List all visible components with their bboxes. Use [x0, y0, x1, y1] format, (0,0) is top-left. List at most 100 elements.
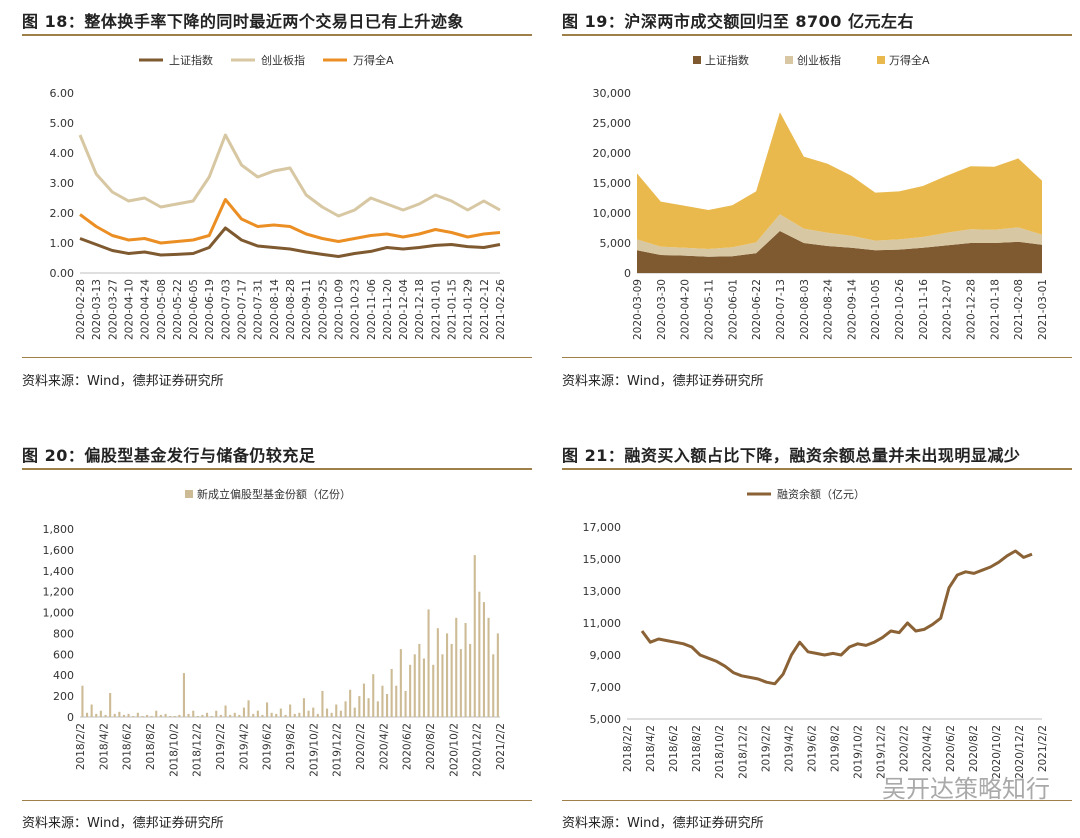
bar [335, 704, 338, 717]
y-tick-label: 30,000 [593, 87, 632, 100]
x-tick-label: 2020-10-23 [350, 279, 362, 340]
bar [326, 708, 329, 717]
y-tick-label: 6.00 [50, 87, 75, 100]
figure-title: 图 21：融资买入额占比下降，融资余额总量并未出现明显减少 [562, 446, 1021, 465]
bar [247, 700, 250, 717]
bar [367, 698, 370, 717]
series-line [78, 133, 501, 218]
x-tick-label: 2018/2/2 [75, 723, 87, 770]
bar [446, 633, 449, 717]
y-tick-label: 20,000 [593, 147, 632, 160]
x-tick-label: 2020-02-28 [75, 279, 87, 340]
bar [256, 710, 259, 717]
x-tick-label: 2020-06-01 [727, 279, 739, 340]
bar [261, 714, 264, 717]
x-tick-label: 2020-03-09 [632, 279, 644, 340]
x-tick-label: 2021/2/2 [1037, 725, 1049, 772]
legend-label: 新成立偏股型基金份额（亿份） [197, 487, 351, 501]
y-tick-label: 0 [67, 711, 74, 724]
chart-fig21: 融资余额（亿元） 5,000 7,000 9,000 11,000 13,000 15,00… [583, 487, 1050, 779]
series-line [640, 549, 1033, 686]
bar [395, 685, 398, 717]
x-tick-label: 2018/8/2 [145, 723, 157, 770]
bar [150, 716, 153, 717]
bar [164, 713, 167, 717]
bar [169, 716, 172, 717]
x-tick-label: 2018/8/2 [691, 725, 703, 772]
bar [339, 710, 342, 717]
bar [201, 714, 204, 717]
y-tick-label: 15,000 [593, 177, 632, 190]
x-tick-label: 2018/4/2 [645, 725, 657, 772]
bar [409, 664, 412, 717]
y-tick-label: 600 [53, 648, 74, 661]
series-area [637, 214, 1042, 257]
x-tick-label: 2020-07-03 [220, 279, 232, 340]
x-tick-label: 2021-01-18 [989, 279, 1001, 340]
bottom-rule [562, 800, 1072, 801]
bar [353, 707, 356, 717]
legend-label: 创业板指 [261, 53, 305, 67]
y-tick-label: 1,800 [43, 523, 75, 536]
legend-label: 上证指数 [169, 53, 213, 67]
title-rule [562, 34, 1072, 36]
panel-fig19: 图 19：沪深两市成交额回归至 8700 亿元左右 上证指数 创业板指 万得全A 0 5… [562, 0, 1072, 400]
y-tick-label: 2.00 [50, 207, 75, 220]
figure-title: 图 19：沪深两市成交额回归至 8700 亿元左右 [562, 12, 915, 31]
bar [192, 710, 195, 717]
x-tick-label: 2021/2/2 [495, 723, 507, 770]
bar [224, 705, 227, 717]
x-tick-label: 2020/4/2 [378, 723, 390, 770]
y-tick-label: 0 [624, 267, 631, 280]
bar [182, 673, 185, 717]
bar [372, 674, 375, 717]
x-tick-label: 2020-05-08 [156, 279, 168, 340]
x-tick-label: 2020-09-25 [317, 279, 329, 340]
bottom-rule [562, 357, 1072, 358]
x-tick-label: 2020/10/2 [991, 725, 1003, 779]
bar [266, 702, 269, 717]
x-tick-label: 2021-02-26 [495, 279, 507, 340]
x-tick-label: 2020-10-09 [333, 279, 345, 340]
x-tick-label: 2018/2/2 [622, 725, 634, 772]
series-area [637, 231, 1042, 273]
x-tick-label: 2020-07-13 [775, 279, 787, 340]
bar [321, 690, 324, 717]
bar [113, 713, 116, 717]
x-tick-label: 2020-11-06 [366, 279, 378, 340]
legend-swatch [693, 56, 701, 64]
y-tick-label: 0.00 [50, 267, 75, 280]
bar [90, 704, 93, 717]
bar [432, 664, 435, 717]
title-rule [562, 468, 1072, 470]
y-tick-label: 13,000 [583, 585, 622, 598]
bar [496, 633, 499, 717]
x-tick-label: 2020/12/2 [472, 723, 484, 777]
bar [132, 716, 135, 717]
legend-label: 融资余额（亿元） [777, 487, 865, 501]
bar [275, 713, 278, 717]
bar [99, 710, 102, 717]
x-tick-label: 2020/12/2 [1014, 725, 1026, 779]
y-tick-label: 4.00 [50, 147, 75, 160]
chart-fig20: 新成立偏股型基金份额（亿份） 0 200 400 600 800 1,000 1,200 1,4… [43, 487, 508, 777]
bar [293, 713, 296, 717]
x-tick-label: 2021-03-01 [1037, 279, 1049, 340]
bar [127, 713, 130, 717]
x-tick-label: 2019/8/2 [285, 723, 297, 770]
bar [104, 714, 107, 717]
bar [376, 701, 379, 717]
x-tick-label: 2018/12/2 [737, 725, 749, 779]
bar [159, 714, 162, 717]
x-tick-label: 2018/12/2 [192, 723, 204, 777]
bar [178, 714, 181, 717]
y-tick-label: 11,000 [583, 617, 622, 630]
series-line [79, 226, 501, 258]
bar [455, 617, 458, 717]
x-tick-label: 2020-05-22 [172, 279, 184, 340]
x-tick-label: 2020-12-04 [398, 279, 410, 340]
bar [196, 716, 199, 717]
watermark: 吴开达策略知行 [882, 775, 1050, 803]
bar [422, 658, 425, 717]
x-tick-label: 2019/8/2 [830, 725, 842, 772]
